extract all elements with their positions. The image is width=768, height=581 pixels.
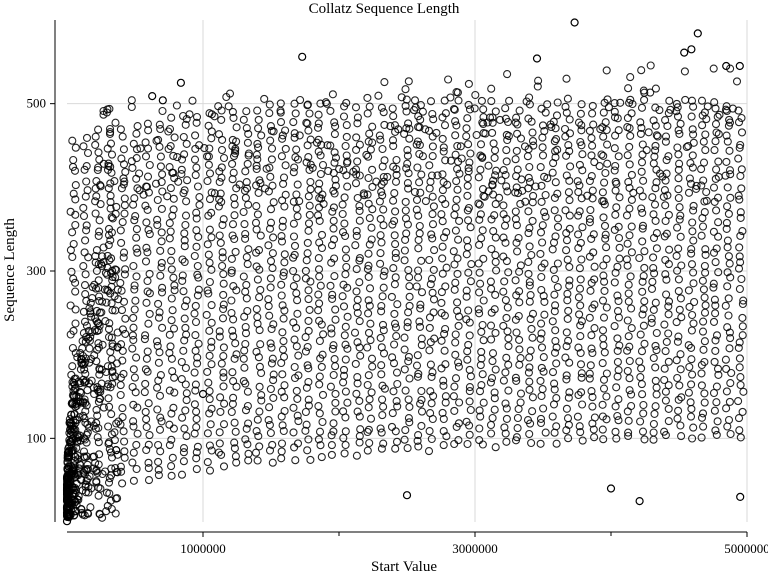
- y-tick-label: 100: [27, 430, 47, 445]
- x-tick-label: 3000000: [452, 541, 498, 556]
- x-axis-label: Start Value: [371, 559, 437, 575]
- x-tick-label: 5000000: [724, 541, 768, 556]
- y-axis-label: Sequence Length: [2, 218, 18, 322]
- x-tick-label: 1000000: [180, 541, 226, 556]
- y-tick-label: 300: [27, 263, 47, 278]
- chart-title: Collatz Sequence Length: [309, 1, 460, 17]
- y-tick-label: 500: [27, 96, 47, 111]
